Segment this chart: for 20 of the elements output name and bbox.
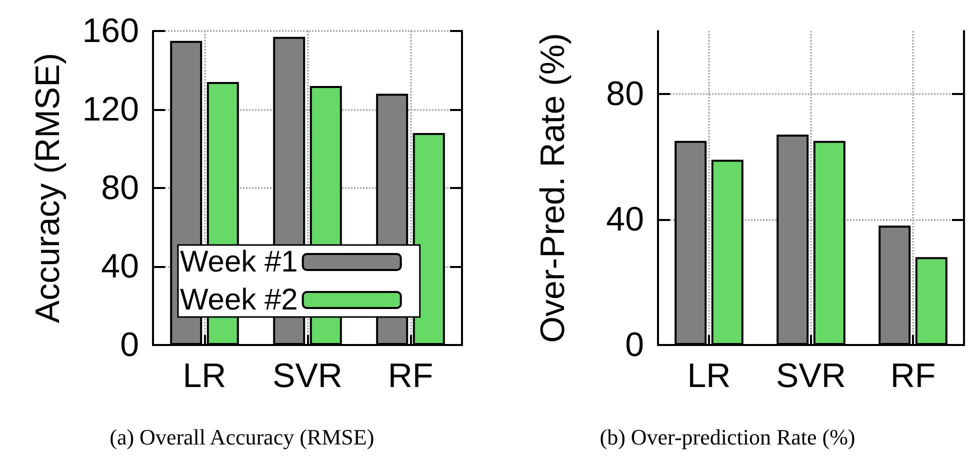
x-tick-label: SVR <box>272 357 342 395</box>
x-tick-label: SVR <box>776 357 846 395</box>
y-tick-label: 40 <box>101 248 139 286</box>
x-tick-label: RF <box>890 357 936 395</box>
y-tick-label: 0 <box>625 326 644 364</box>
legend-label: Week #2 <box>180 284 298 316</box>
y-tick-label: 160 <box>82 12 139 50</box>
text: (a) Overall Accuracy (RMSE) <box>110 424 374 450</box>
y-axis-title: Over-Pred. Rate (%) <box>534 33 572 343</box>
x-tick-label: LR <box>182 357 226 395</box>
y-tick-label: 0 <box>120 326 139 364</box>
x-tick-label: RF <box>388 357 434 395</box>
y-tick-label: 40 <box>606 200 644 238</box>
y-axis-title: Accuracy (RMSE) <box>29 52 67 324</box>
y-tick-label: 120 <box>82 90 139 128</box>
y-tick-label: 80 <box>101 169 139 207</box>
text: (b) Over-prediction Rate (%) <box>600 424 856 450</box>
x-tick-label: LR <box>687 357 731 395</box>
legend-label: Week #1 <box>180 246 298 278</box>
y-tick-label: 80 <box>606 74 644 113</box>
